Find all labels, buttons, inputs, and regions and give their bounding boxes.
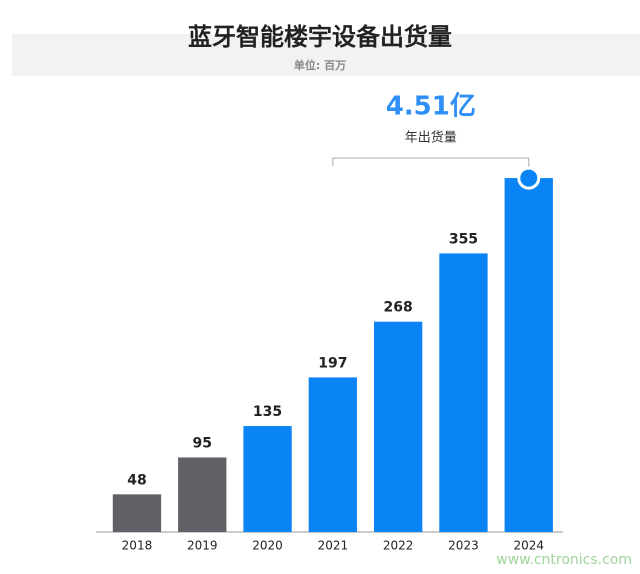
bar (373, 321, 423, 532)
x-tick-label: 2021 (318, 539, 349, 553)
x-tick-label: 2019 (187, 539, 218, 553)
value-label: 95 (193, 435, 212, 451)
highlight-value: 4.51亿 (386, 92, 476, 122)
chart-title: 蓝牙智能楼宇设备出货量 (188, 23, 452, 51)
value-label: 355 (449, 231, 478, 247)
annotation-bracket (332, 157, 530, 170)
bar (243, 426, 292, 532)
highlight-dot (517, 166, 541, 190)
bar (178, 457, 227, 532)
title-band (12, 34, 640, 76)
x-tick-label: 2018 (122, 539, 153, 553)
value-label: 268 (384, 300, 413, 316)
x-tick-label: 2024 (513, 539, 544, 553)
x-tick-label: 2023 (448, 539, 479, 553)
bar (308, 377, 358, 532)
x-tick-label: 2022 (383, 539, 414, 553)
highlight-label: 年出货量 (405, 130, 457, 146)
bar (439, 253, 488, 533)
x-tick-label: 2020 (252, 539, 283, 553)
watermark: www.cntronics.com (496, 552, 632, 568)
chart-subtitle: 单位: 百万 (294, 58, 346, 72)
value-label: 135 (253, 404, 282, 420)
bar (112, 494, 162, 532)
value-label: 197 (318, 355, 347, 371)
bar (504, 178, 553, 532)
value-label: 48 (127, 472, 146, 488)
